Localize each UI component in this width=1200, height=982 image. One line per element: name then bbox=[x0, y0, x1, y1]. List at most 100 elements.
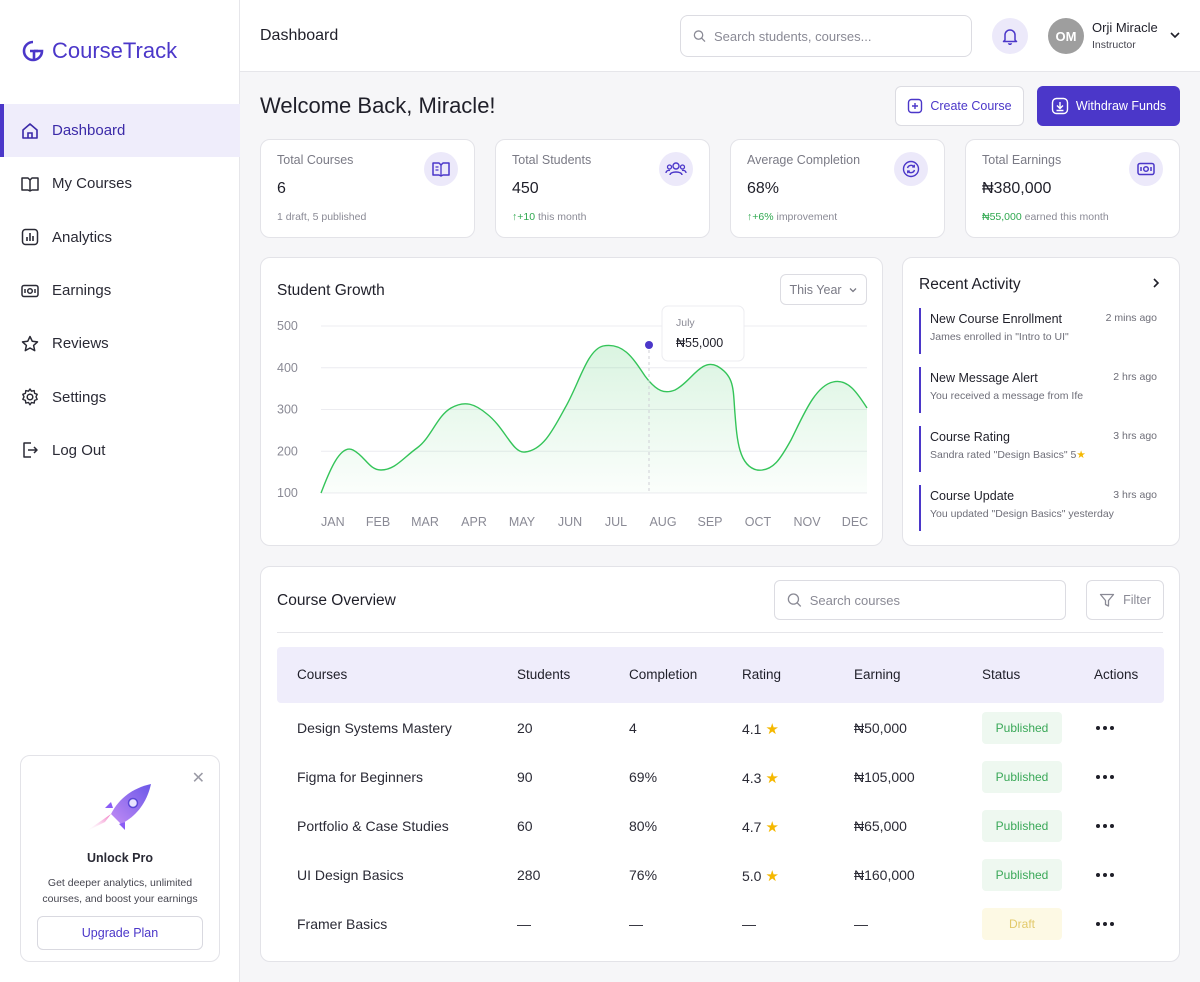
more-actions-icon[interactable] bbox=[1094, 719, 1116, 737]
more-actions-icon[interactable] bbox=[1094, 768, 1116, 786]
filter-label: Filter bbox=[1123, 593, 1151, 607]
notifications-button[interactable] bbox=[992, 18, 1028, 54]
column-header[interactable]: Status bbox=[982, 667, 1021, 682]
course-name[interactable]: UI Design Basics bbox=[297, 867, 404, 883]
column-header[interactable]: Students bbox=[517, 667, 571, 682]
tooltip-value: ₦55,000 bbox=[676, 336, 723, 350]
stat-card-total-courses: Total Courses 6 1 draft, 5 published bbox=[260, 139, 475, 238]
upgrade-promo-card: ✕ Unlock Pro Get deeper analytics, unlim… bbox=[20, 755, 220, 962]
chevron-right-icon[interactable] bbox=[1149, 276, 1163, 290]
column-header[interactable]: Completion bbox=[629, 667, 698, 682]
activity-item[interactable]: New Message Alert You received a message… bbox=[919, 367, 1165, 413]
course-name[interactable]: Design Systems Mastery bbox=[297, 720, 452, 736]
stat-change-label: earned this month bbox=[1021, 211, 1109, 223]
completion-value: 76% bbox=[629, 867, 658, 883]
sidebar-item-label: Settings bbox=[52, 388, 107, 406]
course-name[interactable]: Portfolio & Case Studies bbox=[297, 818, 449, 834]
recent-activity-card: Recent Activity New Course Enrollment Ja… bbox=[902, 257, 1180, 546]
stat-change-label: this month bbox=[535, 211, 587, 223]
status-badge: Published bbox=[982, 761, 1062, 793]
sidebar-item-label: Reviews bbox=[52, 335, 109, 353]
rating-cell: 5.0 ★ bbox=[742, 867, 779, 885]
sidebar-item-log-out[interactable]: Log Out bbox=[0, 424, 240, 477]
stat-card-average-completion: Average Completion 68% ↑+6% improvement bbox=[730, 139, 945, 238]
sidebar: CourseTrack Dashboard My Courses Analyti… bbox=[0, 0, 240, 982]
students-count: 90 bbox=[517, 769, 533, 785]
page-title: Dashboard bbox=[260, 27, 339, 44]
chevron-down-icon[interactable] bbox=[1168, 28, 1182, 42]
activity-item[interactable]: Course Rating Sandra rated "Design Basic… bbox=[919, 426, 1165, 472]
refresh-icon bbox=[894, 152, 928, 186]
activity-item-desc-text: Sandra rated "Design Basics" 5 bbox=[930, 449, 1077, 461]
column-header[interactable]: Courses bbox=[297, 667, 348, 682]
activity-item-desc: Sandra rated "Design Basics" 5★ bbox=[930, 449, 1086, 461]
table-row[interactable]: Portfolio & Case Studies 60 80% 4.7 ★ ₦65… bbox=[277, 802, 1164, 851]
student-growth-chart: 500 400 300 200 100 JAN FEB MAR APR MAY JUN JUL AUG S… bbox=[277, 305, 868, 529]
divider bbox=[277, 632, 1163, 633]
stat-value: ₦380,000 bbox=[982, 180, 1052, 197]
students-count: 20 bbox=[517, 720, 533, 736]
stat-label: Total Students bbox=[512, 153, 592, 167]
table-row[interactable]: Figma for Beginners 90 69% 4.3 ★ ₦105,000… bbox=[277, 753, 1164, 802]
x-tick-label: FEB bbox=[366, 515, 390, 529]
chevron-down-icon bbox=[849, 287, 857, 292]
more-actions-icon[interactable] bbox=[1094, 915, 1116, 933]
students-count: — bbox=[517, 916, 531, 932]
status-badge: Published bbox=[982, 712, 1062, 744]
money-icon bbox=[21, 284, 39, 297]
sidebar-item-my-courses[interactable]: My Courses bbox=[0, 157, 240, 210]
course-overview-card: Course Overview Filter Courses Students … bbox=[260, 566, 1180, 962]
rating-cell: — bbox=[742, 916, 756, 932]
period-select[interactable]: This Year bbox=[780, 274, 867, 305]
rating-cell: 4.3 ★ bbox=[742, 769, 779, 787]
search-icon bbox=[787, 593, 802, 607]
activity-item[interactable]: Course Update You updated "Design Basics… bbox=[919, 485, 1165, 531]
activity-item[interactable]: New Course Enrollment James enrolled in … bbox=[919, 308, 1165, 354]
upgrade-plan-button[interactable]: Upgrade Plan bbox=[37, 916, 203, 950]
welcome-heading: Welcome Back, Miracle! bbox=[260, 93, 496, 118]
sidebar-item-reviews[interactable]: Reviews bbox=[0, 317, 240, 370]
table-row[interactable]: UI Design Basics 280 76% 5.0 ★ ₦160,000 P… bbox=[277, 851, 1164, 900]
more-actions-icon[interactable] bbox=[1094, 866, 1116, 884]
y-tick-label: 500 bbox=[277, 319, 298, 333]
withdraw-funds-button[interactable]: Withdraw Funds bbox=[1037, 86, 1180, 126]
close-icon[interactable]: ✕ bbox=[191, 770, 205, 787]
sidebar-item-settings[interactable]: Settings bbox=[0, 370, 240, 423]
app-logo[interactable]: CourseTrack bbox=[20, 38, 177, 64]
column-header[interactable]: Rating bbox=[742, 667, 782, 682]
trend-up-icon: ↑ bbox=[747, 211, 753, 223]
course-name[interactable]: Framer Basics bbox=[297, 916, 388, 932]
rating-cell: 4.1 ★ bbox=[742, 720, 779, 738]
sidebar-item-label: Log Out bbox=[52, 441, 106, 459]
x-tick-label: DEC bbox=[842, 515, 868, 529]
table-row[interactable]: Framer Basics — — — — Draft bbox=[277, 900, 1164, 949]
star-icon: ★ bbox=[765, 868, 779, 885]
completion-value: 80% bbox=[629, 818, 658, 834]
x-tick-label: JUL bbox=[605, 515, 627, 529]
search-input[interactable] bbox=[713, 28, 971, 44]
course-name[interactable]: Figma for Beginners bbox=[297, 769, 424, 785]
column-header[interactable]: Earning bbox=[854, 667, 901, 682]
course-search-input[interactable] bbox=[809, 592, 1065, 608]
more-actions-icon[interactable] bbox=[1094, 817, 1116, 835]
bell-icon bbox=[1002, 29, 1018, 45]
avatar[interactable]: OM bbox=[1048, 18, 1084, 54]
users-icon bbox=[659, 152, 693, 186]
students-count: 280 bbox=[517, 867, 541, 883]
x-tick-label: OCT bbox=[745, 515, 772, 529]
table-row[interactable]: Design Systems Mastery 20 4 4.1 ★ ₦50,000… bbox=[277, 704, 1164, 753]
stat-value: 6 bbox=[277, 180, 286, 197]
sidebar-item-earnings[interactable]: Earnings bbox=[0, 264, 240, 317]
app-name: CourseTrack bbox=[52, 38, 178, 63]
create-course-button[interactable]: Create Course bbox=[895, 86, 1024, 126]
course-search[interactable] bbox=[774, 580, 1066, 620]
y-tick-label: 100 bbox=[277, 486, 298, 500]
rating-value: — bbox=[742, 916, 756, 932]
sidebar-item-analytics[interactable]: Analytics bbox=[0, 211, 240, 264]
star-icon: ★ bbox=[1076, 449, 1086, 461]
filter-button[interactable]: Filter bbox=[1086, 580, 1164, 620]
global-search[interactable] bbox=[680, 15, 972, 57]
sidebar-item-dashboard[interactable]: Dashboard bbox=[0, 104, 240, 158]
promo-title: Unlock Pro bbox=[87, 851, 153, 865]
star-icon: ★ bbox=[765, 721, 779, 738]
